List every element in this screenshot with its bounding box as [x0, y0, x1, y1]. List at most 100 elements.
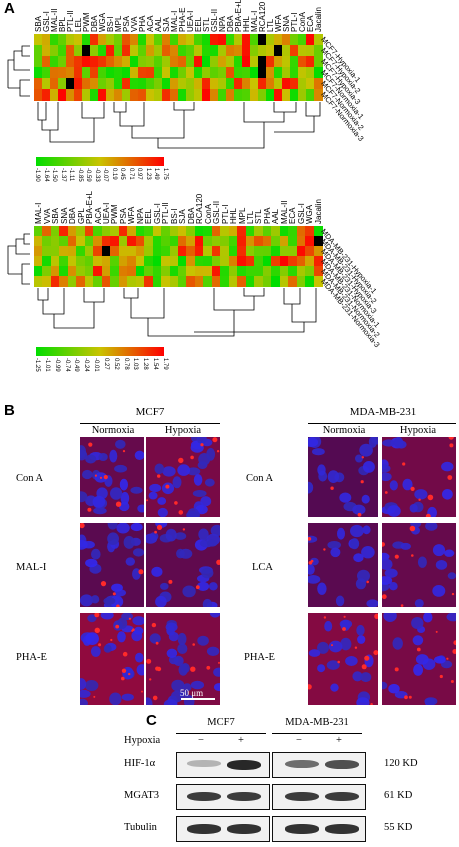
heatmap-mda-mb-231-cell: [135, 226, 145, 237]
heatmap-mcf7-scale-tick: 0.71: [127, 168, 134, 180]
heatmap-mda-mb-231-cell: [118, 276, 128, 287]
heatmap-mda-mb-231-cell: [118, 256, 128, 267]
heatmap-mcf7-scale-tick: -0.59: [85, 168, 92, 182]
blot-strip: [176, 784, 270, 810]
heatmap-mcf7: [34, 34, 323, 101]
heatmap-mcf7-cell: [154, 45, 163, 57]
protein-band: [187, 824, 221, 834]
heatmap-mda-mb-231-cell: [93, 246, 103, 257]
mda-normoxia-label: Normoxia: [322, 425, 366, 436]
heatmap-mda-mb-231-cell: [203, 236, 213, 247]
heatmap-mda-mb-231-cell: [186, 236, 196, 247]
heatmap-mda-mb-231-cell: [245, 256, 255, 267]
heatmap-mda-mb-231-cell: [245, 276, 255, 287]
heatmap-mda-mb-231-cell: [220, 226, 230, 237]
mda-lectin-label: Con A: [246, 473, 274, 484]
heatmap-mcf7-cell: [74, 45, 83, 57]
heatmap-mda-mb-231-cell: [228, 226, 238, 237]
heatmap-mda-mb-231-cell: [67, 276, 77, 287]
heatmap-mda-mb-231-cell: [178, 266, 188, 277]
heatmap-mda-mb-231-cell: [101, 226, 111, 237]
fluorescence-micrograph: [382, 437, 456, 517]
fluorescence-micrograph: [80, 523, 144, 607]
fluorescence-micrograph: [308, 437, 378, 517]
heatmap-mda-mb-231-scale-tick: -0.49: [73, 358, 80, 372]
heatmap-mda-mb-231-cell: [262, 256, 272, 267]
heatmap-mcf7-cell: [202, 45, 211, 57]
heatmap-mda-mb-231-cell: [42, 226, 52, 237]
heatmap-mcf7-cell: [138, 89, 147, 101]
heatmap-mda-mb-231-cell: [313, 266, 323, 277]
heatmap-mcf7-cell: [122, 56, 131, 68]
heatmap-mcf7-cell: [226, 34, 235, 46]
heatmap-mcf7-cell: [234, 67, 243, 79]
heatmap-mcf7-scale-tick: 0.97: [136, 168, 143, 180]
heatmap-mda-mb-231-column-label: WGA: [305, 204, 315, 224]
heatmap-mcf7-cell: [146, 78, 155, 90]
heatmap-mcf7-cell: [202, 78, 211, 90]
heatmap-mcf7-scale-tick: -1.90: [34, 168, 40, 182]
heatmap-mda-mb-231-cell: [254, 266, 264, 277]
heatmap-mcf7-cell: [146, 34, 155, 46]
heatmap-mda-mb-231-cell: [135, 256, 145, 267]
heatmap-mcf7-cell: [266, 89, 275, 101]
heatmap-mcf7-cell: [50, 78, 59, 90]
bottom-column-dendrogram: [37, 288, 317, 337]
heatmap-mcf7-cell: [290, 67, 299, 79]
heatmap-mcf7-cell: [66, 78, 75, 90]
protein-band: [227, 760, 261, 770]
heatmap-mda-mb-231-cell: [279, 266, 289, 277]
protein-label: MGAT3: [124, 790, 160, 801]
heatmap-mda-mb-231-cell: [152, 226, 162, 237]
heatmap-mcf7-cell: [74, 89, 83, 101]
heatmap-mcf7-cell: [130, 67, 139, 79]
heatmap-mcf7-cell: [66, 56, 75, 68]
heatmap-mcf7-cell: [282, 78, 291, 90]
heatmap-mda-mb-231-cell: [211, 256, 221, 267]
heatmap-mcf7-scale-tick: 0.45: [119, 168, 126, 180]
heatmap-mda-mb-231-cell: [211, 276, 221, 287]
heatmap-mda-mb-231-cell: [288, 276, 298, 287]
heatmap-mcf7-cell: [290, 34, 299, 46]
protein-band: [285, 824, 319, 834]
heatmap-mda-mb-231-cell: [59, 236, 69, 247]
heatmap-mcf7-cell: [58, 89, 67, 101]
heatmap-mda-mb-231-cell: [279, 236, 289, 247]
heatmap-mcf7-cell: [98, 89, 107, 101]
heatmap-mcf7-cell: [306, 34, 315, 46]
heatmap-mcf7-cell: [314, 89, 323, 101]
heatmap-mda-mb-231-cell: [110, 246, 120, 257]
heatmap-mcf7-cell: [114, 34, 123, 46]
heatmap-mda-mb-231-cell: [59, 226, 69, 237]
fluorescence-micrograph: [146, 523, 220, 607]
heatmap-mda-mb-231-cell: [211, 236, 221, 247]
heatmap-mcf7-cell: [82, 34, 91, 46]
heatmap-mcf7-cell: [162, 45, 171, 57]
heatmap-mda-mb-231-cell: [42, 266, 52, 277]
heatmap-mda-mb-231-column-label: MAL-I: [34, 202, 44, 224]
heatmap-mda-mb-231-cell: [288, 226, 298, 237]
heatmap-mda-mb-231-cell: [262, 266, 272, 277]
heatmap-mda-mb-231-cell: [152, 256, 162, 267]
heatmap-mda-mb-231-cell: [194, 266, 204, 277]
heatmap-mda-mb-231-cell: [101, 276, 111, 287]
heatmap-mda-mb-231-cell: [144, 256, 154, 267]
heatmap-mcf7-cell: [130, 89, 139, 101]
heatmap-mda-mb-231-cell: [313, 226, 323, 237]
heatmap-mda-mb-231-cell: [59, 256, 69, 267]
protein-band: [325, 760, 359, 769]
heatmap-mcf7-cell: [74, 67, 83, 79]
heatmap-mcf7-cell: [306, 56, 315, 68]
color-scale-mcf7: [36, 157, 164, 166]
heatmap-mda-mb-231-cell: [42, 246, 52, 257]
heatmap-mcf7-cell: [250, 45, 259, 57]
heatmap-mcf7-cell: [314, 67, 323, 79]
heatmap-mcf7-cell: [154, 67, 163, 79]
heatmap-mda-mb-231-cell: [186, 276, 196, 287]
heatmap-mda-mb-231-cell: [127, 246, 137, 257]
heatmap-mda-mb-231-cell: [50, 236, 60, 247]
heatmap-mcf7-cell: [114, 56, 123, 68]
heatmap-mda-mb-231-cell: [194, 226, 204, 237]
fluorescence-micrograph: [308, 523, 378, 607]
heatmap-mcf7-cell: [50, 56, 59, 68]
